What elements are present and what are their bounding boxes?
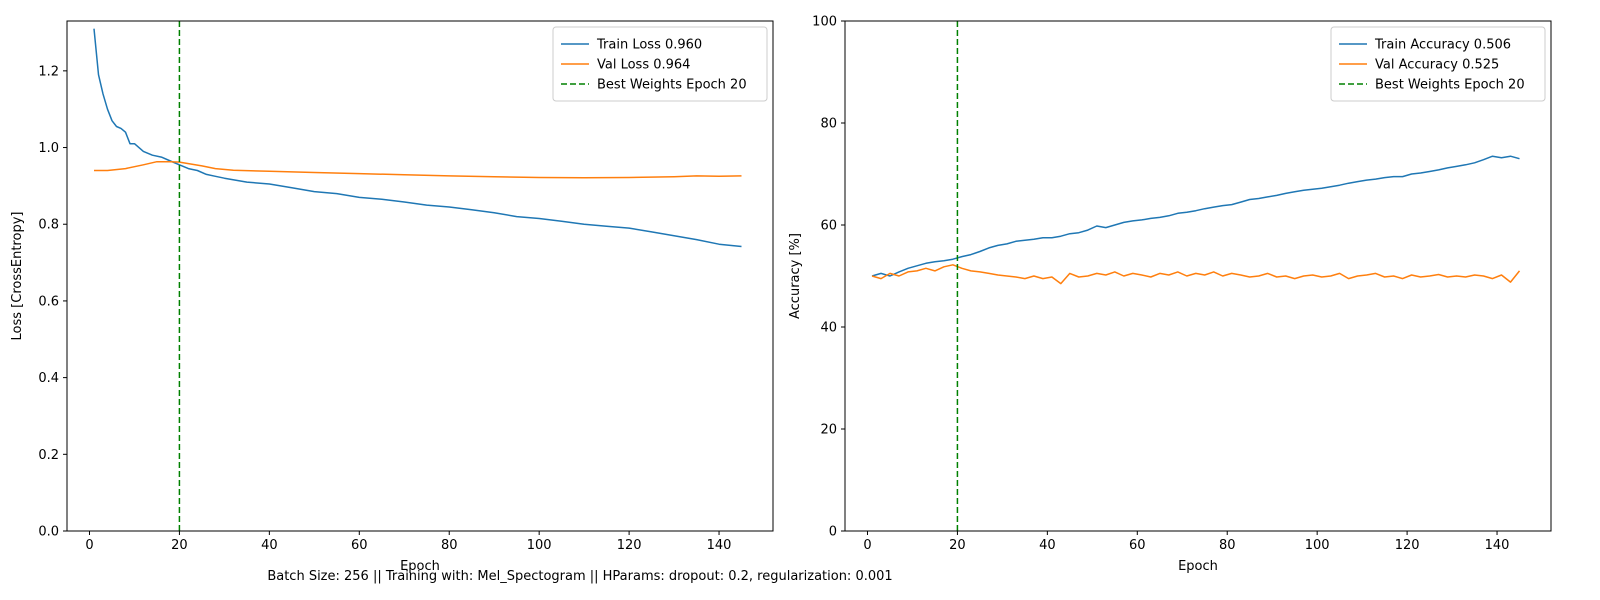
chart2-legend-label: Val Accuracy 0.525 — [1375, 58, 1499, 73]
chart2-x-tick-label: 40 — [1039, 538, 1056, 553]
chart2-y-tick-label: 0 — [829, 525, 837, 540]
chart1-y-tick-label: 0.8 — [38, 218, 59, 233]
chart2-legend-box — [1330, 26, 1546, 102]
chart2-x-tick-label: 140 — [1485, 538, 1510, 553]
chart1-legend-box — [552, 26, 768, 102]
chart1-series-1-line — [93, 28, 742, 248]
chart1-legend: Train Loss 0.960 Val Loss 0.964 Best Weigh… — [552, 26, 768, 102]
chart1-x-axis-label: Epoch — [400, 559, 440, 574]
chart1-x-tick-label: 0 — [85, 538, 93, 553]
chart1-series-2-line — [94, 160, 742, 179]
chart1-y-axis-label: Loss [CrossEntropy] — [10, 212, 25, 341]
chart2-axes-frame — [844, 20, 1552, 532]
chart2-legend-label: Train Accuracy 0.506 — [1374, 38, 1511, 53]
figure-caption: Batch Size: 256 || Training with: Mel_Sp… — [267, 569, 893, 584]
chart2-y-tick-label: 100 — [812, 15, 837, 30]
chart2-series-1-line — [871, 155, 1520, 277]
chart1-x-tick-label: 40 — [261, 538, 278, 553]
chart2-y-tick-label: 80 — [820, 117, 837, 132]
chart2-x-tick-label: 120 — [1395, 538, 1420, 553]
chart1-x-tick-label: 80 — [441, 538, 458, 553]
chart2-y-axis-label: Accuracy [%] — [788, 233, 803, 319]
chart1-x-tick-label: 20 — [171, 538, 188, 553]
chart2-x-tick-label: 0 — [863, 538, 871, 553]
chart2-x-axis-label: Epoch — [1178, 559, 1218, 574]
chart2-legend: Train Accuracy 0.506 Val Accuracy 0.525 Be… — [1330, 26, 1546, 102]
chart1-y-tick-label: 1.0 — [38, 141, 59, 156]
chart2-y-tick-label: 40 — [820, 321, 837, 336]
chart2-x-tick-label: 20 — [949, 538, 966, 553]
chart2-x-tick-label: 80 — [1219, 538, 1236, 553]
chart1: 0 20 40 60 80 100 120 140 0.0 0.2 0.4 0.6 0.8 1.0 1.2 E… — [10, 20, 774, 574]
chart2-series-2-line — [871, 264, 1521, 285]
chart2: 0 20 40 60 80 100 120 140 0 20 40 60 80 100 Epoch Accur… — [788, 15, 1552, 574]
chart1-legend-label: Best Weights Epoch 20 — [597, 78, 747, 93]
chart1-y-tick-label: 1.2 — [38, 64, 59, 79]
chart1-y-tick-label: 0.2 — [38, 448, 59, 463]
chart2-x-tick-label: 100 — [1305, 538, 1330, 553]
chart1-axes-frame — [66, 20, 774, 532]
chart1-y-tick-label: 0.6 — [38, 294, 59, 309]
chart1-legend-label: Train Loss 0.960 — [596, 38, 702, 53]
chart2-y-tick-label: 60 — [820, 219, 837, 234]
chart1-y-tick-label: 0.0 — [38, 525, 59, 540]
chart2-y-tick-label: 20 — [820, 423, 837, 438]
chart1-x-tick-label: 60 — [351, 538, 368, 553]
chart1-legend-label: Val Loss 0.964 — [597, 58, 690, 73]
chart1-x-tick-label: 100 — [527, 538, 552, 553]
chart2-legend-label: Best Weights Epoch 20 — [1375, 78, 1525, 93]
chart2-x-tick-label: 60 — [1129, 538, 1146, 553]
chart1-x-tick-label: 140 — [707, 538, 732, 553]
chart1-y-tick-label: 0.4 — [38, 371, 59, 386]
chart1-x-tick-label: 120 — [617, 538, 642, 553]
